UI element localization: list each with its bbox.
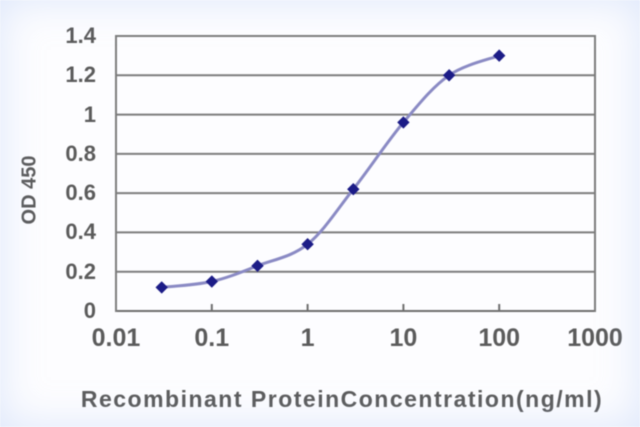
x-tick-label: 100 [478,324,521,352]
data-line [160,54,501,289]
data-point-marker [397,116,410,129]
data-point-marker [155,281,168,294]
data-point-marker [442,69,456,82]
x-tick-label: 0.1 [194,324,230,352]
x-tick-label: 0.01 [91,324,141,352]
y-tick-label: 0.4 [65,219,96,245]
x-tick-label: 1 [300,324,315,352]
y-tick-label: 1.2 [65,62,96,88]
data-point-marker [251,259,264,273]
y-tick-label: 0.8 [65,140,96,166]
y-tick-label: 0.6 [65,180,96,206]
data-point-marker [301,238,314,251]
y-tick-label: 1.4 [65,23,96,48]
y-axis-title: OD 450 [18,155,41,225]
data-point-marker [205,275,219,288]
x-tick-label: 1000 [567,324,623,352]
data-point-marker [492,49,506,62]
y-tick-label: 1 [83,101,96,127]
x-tick-label: 10 [389,324,418,352]
y-tick-label: 0 [83,298,96,323]
x-axis-title: Recombinant ProteinConcentration(ng/ml) [80,386,604,412]
data-point-marker [347,183,360,196]
y-tick-label: 0.2 [65,258,96,284]
